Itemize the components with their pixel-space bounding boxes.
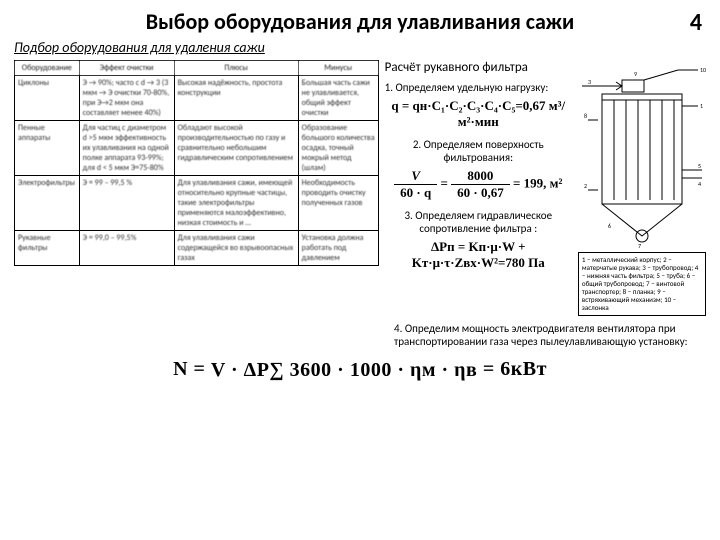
svg-text:10: 10 xyxy=(700,66,706,74)
svg-text:6: 6 xyxy=(608,222,611,230)
step-1: 1. Определяем удельную нагрузку: xyxy=(385,81,572,94)
step-3: 3. Определяем гидравлическое сопротивлен… xyxy=(385,209,572,235)
diagram-legend: 1 – металлический корпус; 2 – матерчатые… xyxy=(578,252,706,316)
svg-text:1: 1 xyxy=(700,102,703,110)
svg-text:7: 7 xyxy=(638,242,641,250)
calc-header: Расчёт рукавного фильтра xyxy=(385,60,572,75)
th-effect: Эффект очистки xyxy=(79,61,174,76)
equipment-table: Оборудование Эффект очистки Плюсы Минусы… xyxy=(14,60,379,266)
th-minus: Минусы xyxy=(298,61,378,76)
step-2: 2. Определяем поверхность фильтрования: xyxy=(385,138,572,164)
calculations: Расчёт рукавного фильтра 1. Определяем у… xyxy=(385,60,572,316)
table-row: Рукавные фильтры Э = 99,0 – 99,5% Для ул… xyxy=(15,231,379,266)
svg-text:4: 4 xyxy=(698,180,701,188)
th-equipment: Оборудование xyxy=(15,61,80,76)
formula-3: ΔPп = Kп·μ·W + Kт·μ·τ·Zвх·W²=780 Па xyxy=(385,239,572,271)
formula-1: q = qн·C₁·C₂·C₃·C₄·C₅=0,67 м³/м²·мин xyxy=(385,98,572,130)
table-row: Циклоны Э → 90%; часто с d → 3 (3 мкм → … xyxy=(15,76,379,121)
th-plus: Плюсы xyxy=(174,61,298,76)
svg-text:9: 9 xyxy=(634,70,637,78)
step-4: 4. Определим мощность электродвигателя в… xyxy=(14,322,706,348)
table-row: Электрофильтры Э = 99 – 99,5 % Для улавл… xyxy=(15,176,379,231)
equipment-table-wrap: Оборудование Эффект очистки Плюсы Минусы… xyxy=(14,60,379,316)
formula-2: V60 · q = 800060 · 0,67 = 199, м² xyxy=(385,168,572,201)
filter-diagram: 3 9 10 8 2 1 5 4 7 6 xyxy=(578,60,706,250)
svg-text:2: 2 xyxy=(584,182,587,190)
formula-4: N = V · ΔP∑ 3600 · 1000 · ηм · ηв = 6кВт xyxy=(14,358,706,382)
slide-title: Выбор оборудования для улавливания сажи xyxy=(14,8,706,35)
svg-text:5: 5 xyxy=(698,162,701,170)
svg-text:3: 3 xyxy=(588,78,591,86)
table-row: Пенные аппараты Для частиц с диаметром d… xyxy=(15,121,379,176)
svg-text:8: 8 xyxy=(584,112,587,120)
page-number: 4 xyxy=(690,8,702,37)
subtitle: Подбор оборудования для удаления сажи xyxy=(14,39,706,56)
